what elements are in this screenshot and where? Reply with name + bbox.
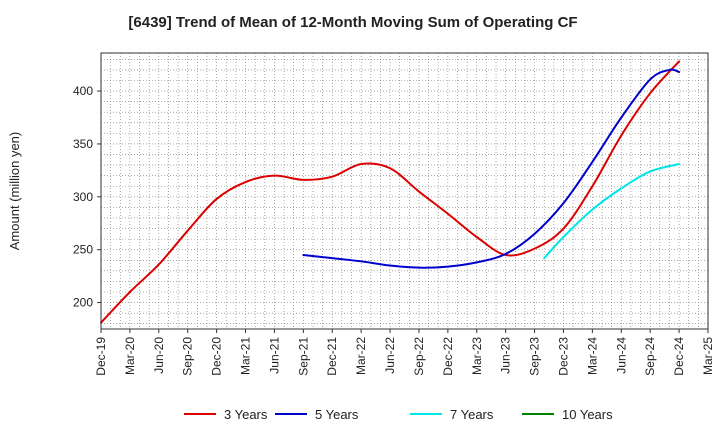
y-tick-label: 250: [73, 243, 93, 257]
plot-area: [101, 53, 708, 329]
y-tick-label: 350: [73, 137, 93, 151]
legend: 3 Years 5 Years 7 Years 10 Years: [184, 407, 613, 422]
x-tick-label: Sep-22: [412, 337, 426, 376]
x-tick-label: Mar-20: [123, 337, 137, 375]
legend-label: 7 Years: [450, 407, 494, 422]
x-tick-label: Jun-20: [152, 337, 166, 374]
series-line-3-years: [100, 60, 681, 324]
legend-label: 5 Years: [315, 407, 359, 422]
series-lines: [100, 60, 681, 324]
grid: [101, 53, 708, 329]
legend-label: 10 Years: [562, 407, 613, 422]
legend-label: 3 Years: [224, 407, 268, 422]
x-tick-label: Jun-24: [614, 337, 628, 374]
x-tick-label: Sep-21: [296, 337, 310, 376]
x-tick-labels: Dec-19 Mar-20 Jun-20 Sep-20 Dec-20 Mar-21 Jun-…: [94, 329, 715, 376]
x-tick-label: Dec-21: [325, 337, 339, 376]
x-tick-label: Dec-20: [210, 337, 224, 376]
x-tick-label: Sep-20: [181, 337, 195, 376]
plot-frame: [100, 52, 709, 330]
y-tick-labels: 200 250 300 350 400: [73, 84, 101, 310]
x-tick-label: Dec-23: [556, 337, 570, 376]
y-tick-label: 400: [73, 84, 93, 98]
x-tick-label: Dec-22: [441, 337, 455, 376]
x-tick-label: Mar-21: [239, 337, 253, 375]
x-tick-label: Dec-19: [94, 337, 108, 376]
x-tick-label: Mar-24: [585, 337, 599, 375]
series-line-5-years: [302, 68, 681, 269]
y-tick-label: 300: [73, 190, 93, 204]
chart-title: [6439] Trend of Mean of 12-Month Moving …: [128, 14, 577, 31]
x-tick-label: Mar-25: [701, 337, 715, 375]
x-tick-label: Sep-23: [528, 337, 542, 376]
x-tick-label: Jun-22: [383, 337, 397, 374]
series-line-7-years: [543, 163, 681, 260]
x-tick-label: Mar-23: [470, 337, 484, 375]
y-tick-label: 200: [73, 296, 93, 310]
x-tick-label: Jun-23: [499, 337, 513, 374]
x-tick-label: Dec-24: [672, 337, 686, 376]
x-tick-label: Jun-21: [267, 337, 281, 374]
y-axis-label: Amount (million yen): [7, 132, 22, 251]
x-tick-label: Sep-24: [643, 337, 657, 376]
x-tick-label: Mar-22: [354, 337, 368, 375]
